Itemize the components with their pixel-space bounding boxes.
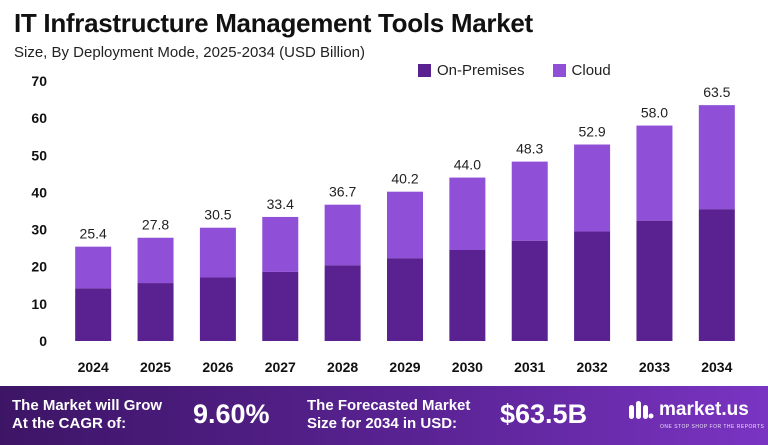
forecast-label-line2: Size for 2034 in USD: (307, 415, 458, 432)
bar-segment-on-premises (75, 288, 112, 341)
logo-tagline: ONE STOP SHOP FOR THE REPORTS (660, 424, 765, 430)
bar-total-label: 33.4 (267, 196, 294, 212)
bar-segment-cloud (636, 125, 673, 221)
bar-segment-on-premises (199, 277, 236, 341)
legend-item-cloud: Cloud (552, 62, 611, 79)
bar-segment-cloud (199, 227, 236, 278)
bar-segment-on-premises (262, 271, 299, 341)
y-tick-label: 30 (31, 222, 47, 238)
bar-total-label: 48.3 (516, 141, 543, 157)
bar-segment-cloud (449, 177, 486, 250)
cagr-label-line1: The Market will Grow (12, 397, 163, 414)
bar-total-label: 25.4 (80, 226, 107, 242)
bar-total-label: 30.5 (204, 207, 231, 223)
cagr-value: 9.60% (193, 399, 270, 429)
legend-label-cloud: Cloud (571, 62, 611, 79)
logo-name: market.us (659, 399, 749, 420)
bar-total-label: 63.5 (703, 84, 730, 100)
bar-total-label: 52.9 (578, 124, 605, 140)
bar-total-label: 44.0 (454, 157, 481, 173)
x-tick-label: 2029 (389, 359, 420, 375)
y-tick-label: 0 (39, 333, 47, 349)
bar-segment-cloud (75, 246, 112, 289)
bar-segment-cloud (574, 144, 611, 232)
bar-segment-on-premises (387, 258, 423, 341)
bar-segment-on-premises (324, 265, 361, 341)
chart-legend: On-Premises Cloud (418, 62, 611, 79)
bar-total-label: 27.8 (142, 217, 169, 233)
cagr-label: The Market will Grow At the CAGR of: (12, 397, 162, 433)
bar-segment-on-premises (449, 250, 486, 341)
legend-label-on-premises: On-Premises (437, 62, 525, 79)
x-tick-label: 2033 (639, 359, 670, 375)
x-tick-label: 2024 (78, 359, 109, 375)
bar-segment-cloud (698, 105, 735, 210)
y-tick-label: 10 (31, 296, 47, 312)
chart-title: IT Infrastructure Management Tools Marke… (14, 8, 533, 38)
legend-swatch-on-premises (418, 64, 431, 77)
y-tick-label: 40 (31, 184, 47, 200)
y-tick-label: 20 (31, 259, 47, 275)
bar-segment-on-premises (574, 231, 611, 341)
footer-banner: The Market will Grow At the CAGR of: 9.6… (0, 386, 768, 445)
legend-item-on-premises: On-Premises (418, 62, 525, 79)
x-tick-label: 2027 (265, 359, 296, 375)
y-tick-label: 60 (31, 110, 47, 126)
y-tick-label: 50 (31, 147, 47, 163)
y-tick-label: 70 (31, 73, 47, 89)
bar-total-label: 36.7 (329, 184, 356, 200)
bar-segment-on-premises (137, 283, 174, 341)
bar-segment-cloud (387, 191, 423, 259)
x-tick-label: 2031 (514, 359, 545, 375)
bar-segment-on-premises (511, 240, 548, 341)
bar-segment-cloud (324, 204, 361, 266)
stacked-bar-chart: 01020304050607025.4202427.8202530.520263… (31, 73, 735, 375)
legend-swatch-cloud (552, 64, 566, 77)
x-tick-label: 2026 (202, 359, 233, 375)
bar-total-label: 40.2 (391, 171, 418, 187)
forecast-label-line1: The Forecasted Market (307, 397, 471, 414)
cagr-label-line2: At the CAGR of: (12, 415, 127, 432)
x-tick-label: 2028 (327, 359, 358, 375)
bar-segment-cloud (511, 161, 548, 241)
bar-total-label: 58.0 (641, 105, 668, 121)
x-tick-label: 2025 (140, 359, 171, 375)
bar-segment-on-premises (636, 220, 673, 341)
bar-segment-on-premises (698, 209, 735, 341)
x-tick-label: 2030 (452, 359, 483, 375)
chart-subtitle: Size, By Deployment Mode, 2025-2034 (USD… (14, 44, 365, 61)
x-tick-label: 2034 (701, 359, 732, 375)
forecast-label: The Forecasted Market Size for 2034 in U… (307, 397, 470, 433)
bar-segment-cloud (137, 237, 174, 284)
forecast-value: $63.5B (500, 399, 588, 429)
x-tick-label: 2032 (577, 359, 608, 375)
market-us-logo-icon (629, 401, 654, 419)
market-us-logo: market.us ONE STOP SHOP FOR THE REPORTS (628, 399, 764, 430)
bar-segment-cloud (262, 216, 299, 272)
